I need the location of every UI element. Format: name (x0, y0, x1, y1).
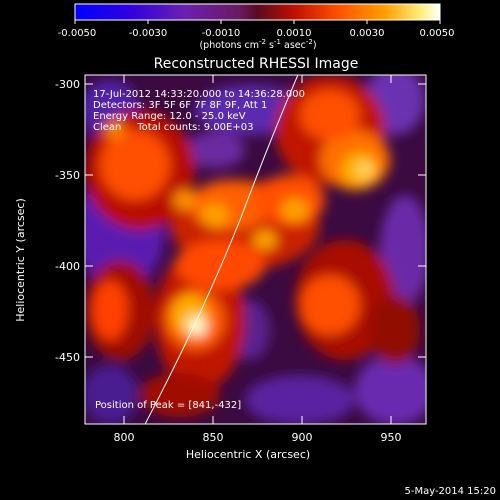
colorbar-tick-label: -0.0010 (202, 28, 241, 39)
colorbar-units: (photons cm-2 s-1 asec-2) (199, 38, 316, 51)
axis-ticks (85, 75, 426, 424)
solar-limb-line (144, 75, 299, 424)
x-tick-labels: 800 850 900 950 (114, 431, 402, 444)
colorbar-tick-label: -0.0030 (129, 28, 168, 39)
y-tick-labels: -300 -350 -400 -450 (55, 78, 80, 364)
info-energy-range: Energy Range: 12.0 - 25.0 keV (93, 111, 246, 122)
y-axis-label: Heliocentric Y (arcsec) (14, 198, 27, 322)
y-tick-label: -300 (55, 78, 80, 91)
info-clean-counts: Clean Total counts: 9.00E+03 (93, 122, 253, 133)
x-tick-label: 800 (114, 431, 135, 444)
footer-date: 5-May-2014 15:20 (404, 486, 496, 497)
x-axis-label: Heliocentric X (arcsec) (186, 448, 310, 461)
colorbar-tick-label: 0.0010 (277, 28, 312, 39)
colorbar-ticks (74, 20, 441, 24)
colorbar-tick-label: -0.0050 (58, 28, 97, 39)
y-tick-label: -350 (55, 169, 80, 182)
info-time-range: 17-Jul-2012 14:33:20.000 to 14:36:28.000 (93, 89, 305, 100)
image-title: Reconstructed RHESSI Image (154, 56, 359, 72)
rhessi-image (85, 75, 426, 424)
peak-position-label: Position of Peak = [841,-432] (95, 400, 241, 411)
x-tick-label: 850 (203, 431, 224, 444)
y-tick-label: -400 (55, 260, 80, 273)
x-tick-label: 900 (292, 431, 313, 444)
x-tick-label: 950 (381, 431, 402, 444)
colorbar-tick-label: 0.0050 (420, 28, 455, 39)
colorbar-tick-labels: -0.0050 -0.0030 -0.0010 0.0010 0.0030 0.… (58, 28, 455, 39)
colorbar-tick-label: 0.0030 (350, 28, 385, 39)
colorbar-gradient (74, 3, 441, 21)
y-tick-label: -450 (55, 351, 80, 364)
plot-frame (84, 74, 427, 425)
image-info: 17-Jul-2012 14:33:20.000 to 14:36:28.000… (93, 89, 305, 133)
info-detectors: Detectors: 3F 5F 6F 7F 8F 9F, Att 1 (93, 100, 267, 111)
